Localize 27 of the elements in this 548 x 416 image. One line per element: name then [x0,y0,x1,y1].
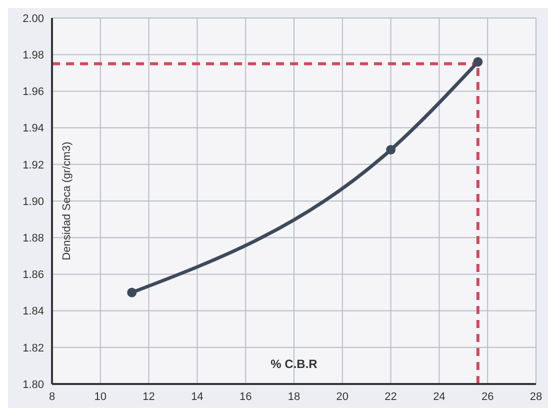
y-tick-label: 2.00 [22,12,44,25]
x-tick-label: 24 [433,390,446,403]
x-tick-label: 14 [191,390,204,403]
x-axis-title: % C.B.R [270,357,318,371]
y-tick-label: 1.92 [22,159,44,172]
x-tick-label: 10 [94,390,107,403]
y-tick-label: 1.98 [22,50,44,62]
y-tick-label: 1.86 [22,269,44,282]
y-tick-label: 1.84 [22,306,44,318]
x-tick-label: 16 [239,390,252,403]
y-tick-label: 1.94 [22,122,44,135]
y-tick-label: 1.96 [22,86,44,98]
x-tick-label: 18 [288,390,300,403]
y-tick-label: 1.80 [22,378,44,391]
x-tick-label: 12 [142,390,155,403]
y-tick-label: 1.90 [22,196,44,208]
x-tick-label: 22 [384,390,397,403]
point [386,145,396,155]
x-tick-label: 28 [530,390,542,403]
y-tick-label: 1.88 [22,232,44,245]
y-tick-label: 1.82 [22,342,44,354]
point [127,288,137,298]
x-tick-label: 8 [48,390,56,403]
x-tick-label: 26 [481,390,494,403]
x-tick-label: 20 [336,390,349,403]
y-axis-title: Densidad Seca (gr/cm3) [60,142,73,260]
point [473,57,483,67]
